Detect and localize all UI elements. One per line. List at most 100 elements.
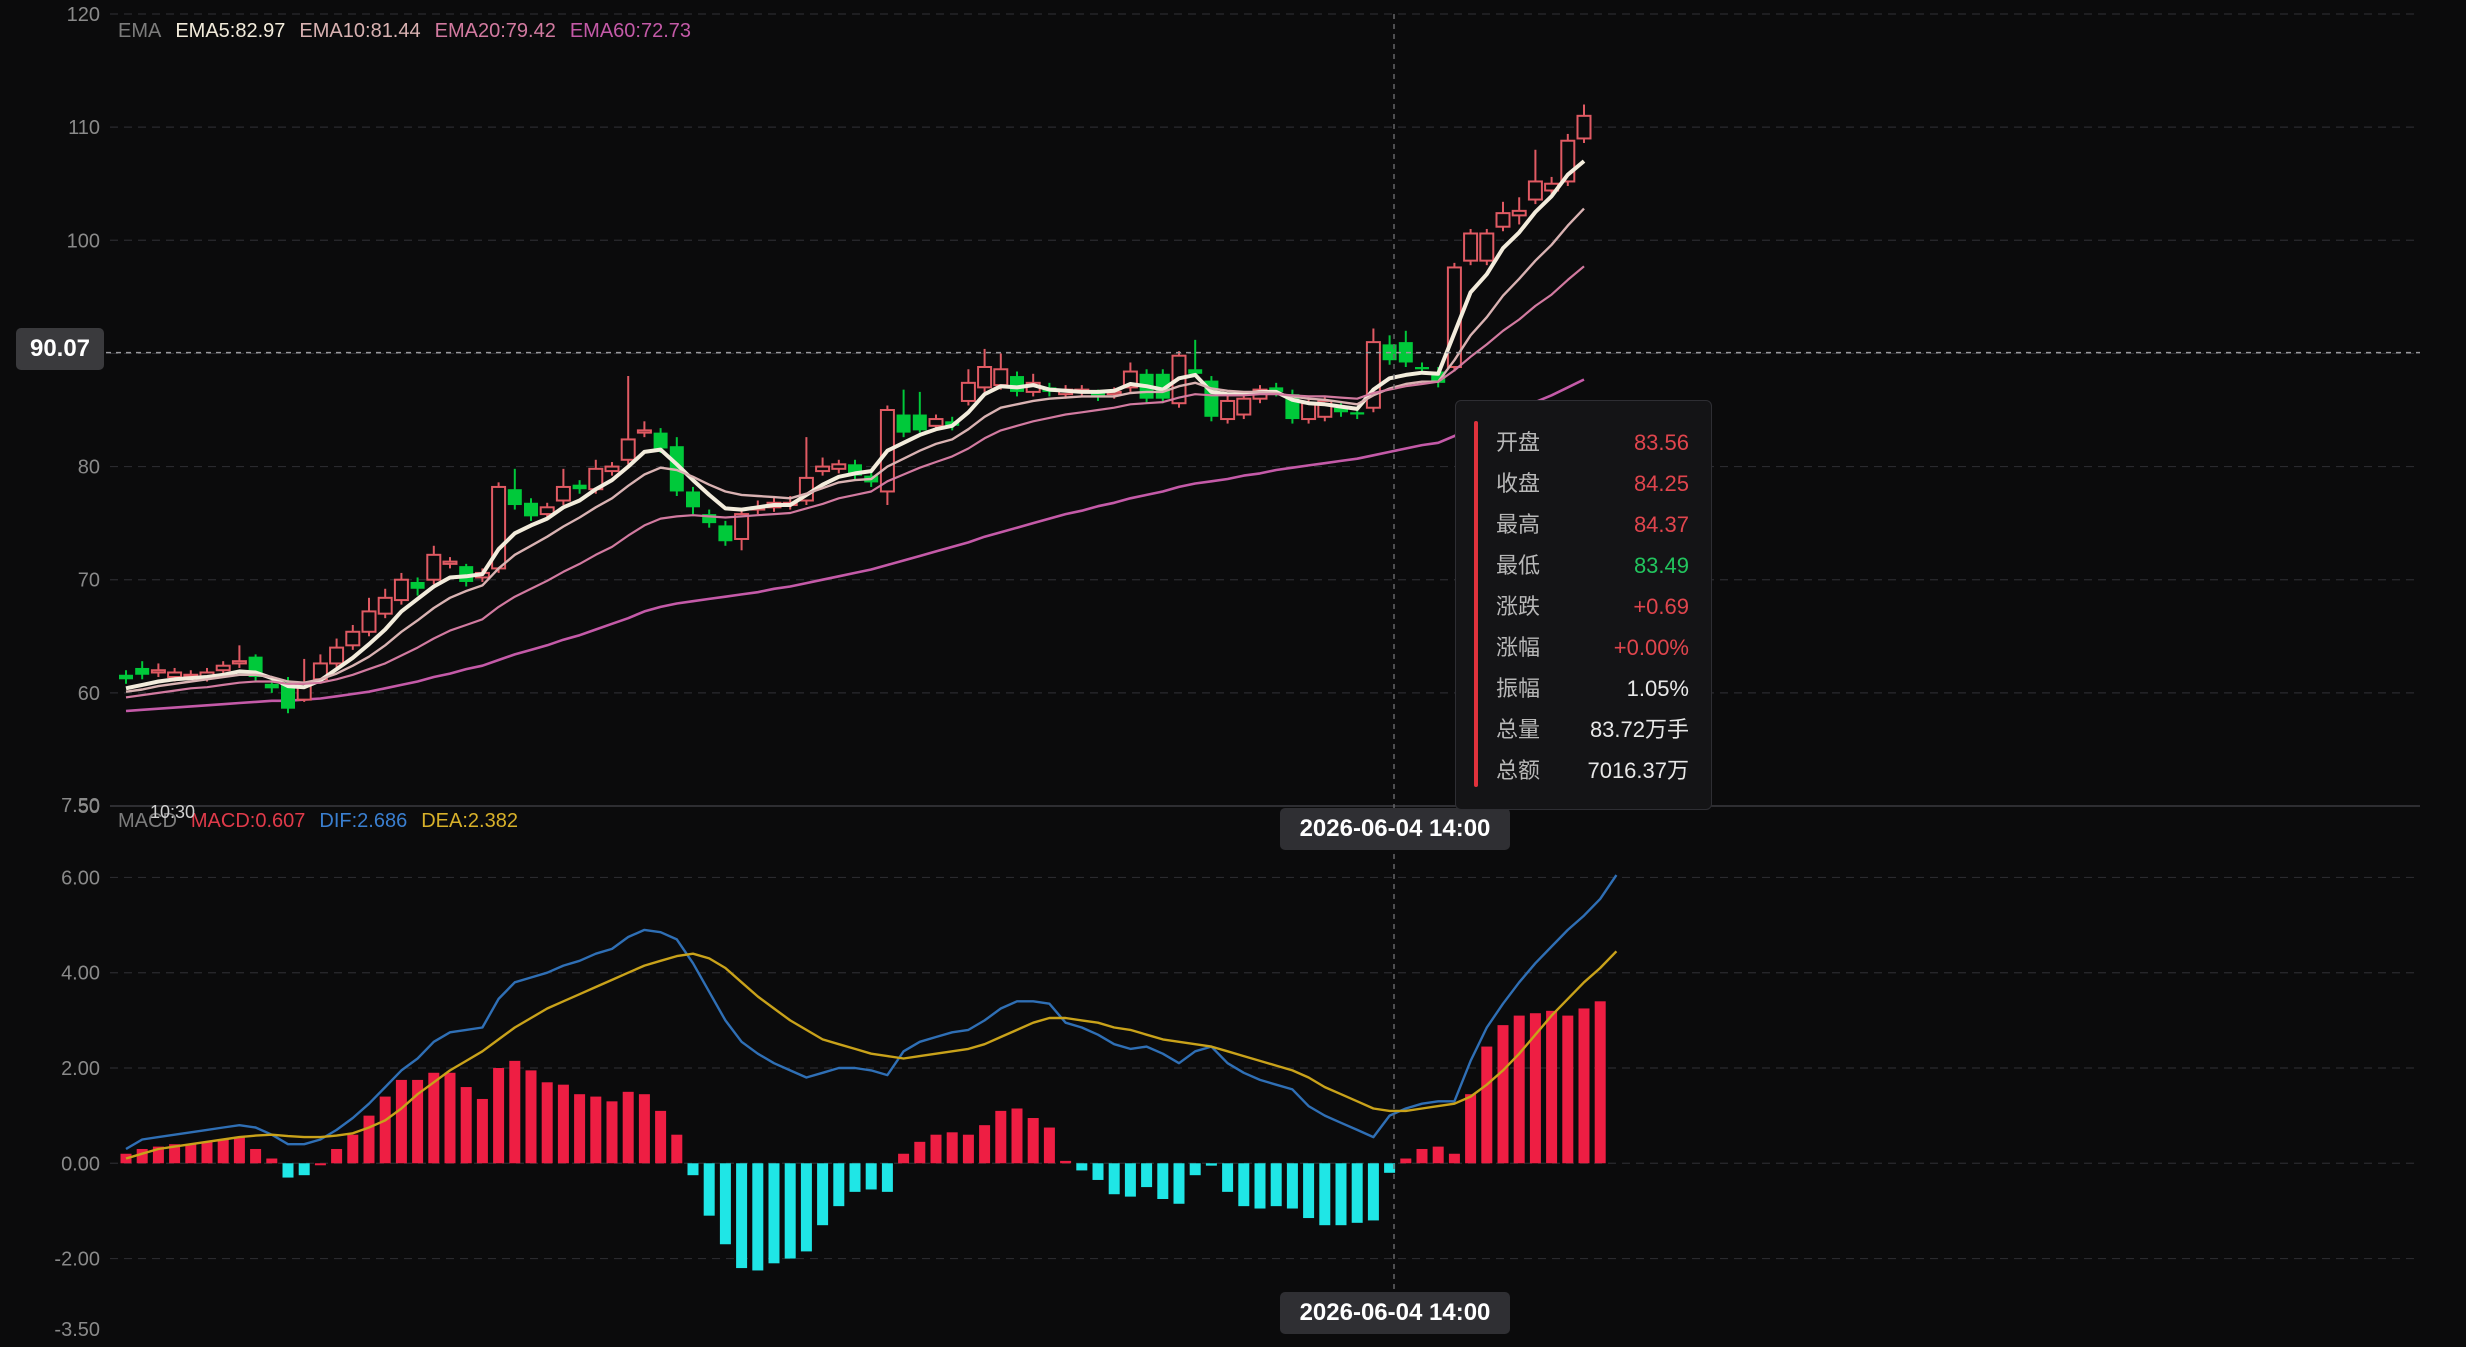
macd-histogram-bar xyxy=(233,1137,245,1164)
price-axis-tick: 120 xyxy=(67,4,100,26)
macd-histogram-bar xyxy=(1367,1163,1379,1221)
macd-histogram-bar xyxy=(1173,1163,1185,1204)
macd-histogram-bar xyxy=(1448,1153,1460,1164)
macd-histogram-bar xyxy=(1092,1163,1104,1180)
candle-body-down xyxy=(135,667,150,675)
candle-body-up xyxy=(231,660,247,665)
tooltip-row: 涨幅 +0.00% xyxy=(1496,628,1689,668)
ema10-legend-value: EMA10:81.44 xyxy=(299,20,421,42)
tooltip-row-label: 收盘 xyxy=(1496,471,1541,496)
macd-histogram-bar xyxy=(1465,1094,1477,1164)
macd-histogram-bar xyxy=(460,1087,472,1164)
macd-histogram-bar xyxy=(282,1163,294,1178)
tooltip-row-label: 涨跌 xyxy=(1496,594,1541,619)
candle-body-down xyxy=(264,683,279,689)
macd-histogram-bar xyxy=(590,1096,602,1164)
price-axis-tick: 100 xyxy=(67,230,100,252)
candle-body-up xyxy=(167,671,183,679)
macd-histogram-bar xyxy=(314,1163,326,1166)
candle-body-up xyxy=(977,366,993,389)
macd-histogram-bar xyxy=(849,1163,861,1192)
macd-histogram-bar xyxy=(1060,1160,1072,1164)
candle-body-down xyxy=(1415,367,1429,370)
macd-histogram-bar xyxy=(444,1072,456,1164)
ema10-line xyxy=(125,207,1585,693)
macd-histogram-bar xyxy=(1076,1163,1088,1171)
candle-body-up xyxy=(636,429,652,434)
candle-body-up xyxy=(993,368,1009,387)
macd-histogram-bar xyxy=(606,1101,618,1164)
macd-histogram-bar xyxy=(1108,1163,1120,1195)
macd-histogram-bar xyxy=(914,1141,926,1164)
macd-axis-tick: 0.00 xyxy=(61,1153,100,1175)
macd-axis-tick: 7.50 xyxy=(61,795,100,817)
macd-histogram-bar xyxy=(298,1163,310,1176)
macd-histogram-bar xyxy=(250,1148,262,1164)
tooltip-row-value: 83.49 xyxy=(1633,553,1689,578)
macd-histogram-bar xyxy=(1238,1163,1250,1207)
tooltip-row-label: 涨幅 xyxy=(1496,635,1541,660)
macd-histogram-bar xyxy=(898,1153,910,1164)
macd-histogram-bar xyxy=(768,1163,780,1264)
ema20-legend-value: EMA20:79.42 xyxy=(434,20,556,42)
tooltip-row-label: 最低 xyxy=(1496,553,1541,578)
macd-histogram-bar xyxy=(476,1098,488,1164)
candle-body-up xyxy=(1495,212,1511,228)
macd-histogram-bar xyxy=(557,1084,569,1164)
macd-axis-tick: -2.00 xyxy=(54,1249,100,1271)
price-axis-tick: 110 xyxy=(68,117,100,139)
macd-histogram-bar xyxy=(1141,1163,1153,1188)
macd-histogram-bar xyxy=(1416,1148,1428,1164)
candle-body-up xyxy=(815,465,831,473)
candle-body-down xyxy=(848,464,862,476)
macd-histogram-bar xyxy=(395,1079,407,1164)
macd-histogram-bar xyxy=(169,1144,181,1164)
candle-body-down xyxy=(507,489,522,506)
macd-histogram-bar xyxy=(1286,1163,1298,1209)
candle-body-up xyxy=(1511,209,1527,217)
tooltip-row-label: 最高 xyxy=(1496,512,1541,537)
candle-body-up xyxy=(555,485,571,502)
dea-legend-value: DEA:2.382 xyxy=(421,810,518,832)
candle-body-up xyxy=(329,646,345,665)
tooltip-row: 总额 7016.37万 xyxy=(1496,751,1689,791)
tooltip-row-label: 开盘 xyxy=(1496,430,1541,455)
candle-body-down xyxy=(1350,412,1365,415)
tooltip-row-label: 总额 xyxy=(1496,758,1541,783)
macd-histogram-bar xyxy=(1594,1001,1606,1164)
tooltip-row-value: 7016.37万 xyxy=(1587,758,1689,783)
price-axis-tick: 70 xyxy=(78,570,100,592)
tooltip-row-value: 83.72万手 xyxy=(1589,717,1689,742)
macd-histogram-bar xyxy=(1011,1108,1023,1164)
ema5-legend-value: EMA5:82.97 xyxy=(175,20,286,42)
macd-histogram-bar xyxy=(136,1148,148,1164)
macd-histogram-bar xyxy=(1351,1163,1363,1223)
candle-body-up xyxy=(539,506,555,516)
macd-histogram-bar xyxy=(201,1141,213,1164)
candle-body-up xyxy=(1463,232,1479,262)
tooltip-row: 最高 84.37 xyxy=(1496,505,1689,545)
crosshair-time-label-top: 2026-06-04 14:00 xyxy=(1280,808,1510,850)
macd-histogram-bar xyxy=(930,1134,942,1164)
ohlc-tooltip: 开盘 83.56 收盘 84.25 最高 84.37 最低 83.49 涨跌 +0.69 涨幅 +0.… xyxy=(1455,400,1712,810)
candle-body-down xyxy=(1398,342,1413,363)
candle-body-down xyxy=(572,484,587,490)
macd-histogram-bar xyxy=(1513,1015,1525,1164)
macd-histogram-bar xyxy=(363,1115,375,1164)
macd-histogram-bar xyxy=(185,1144,197,1164)
ema60-line xyxy=(125,378,1585,713)
candle-body-down xyxy=(1188,369,1203,374)
ema5-line xyxy=(125,159,1586,691)
macd-axis-tick: 2.00 xyxy=(61,1058,100,1080)
candle-body-up xyxy=(1527,180,1543,201)
tooltip-row-value: +0.00% xyxy=(1613,635,1689,660)
macd-histogram-bar xyxy=(266,1158,278,1164)
macd-histogram-bar xyxy=(1027,1118,1039,1164)
candle-body-up xyxy=(928,418,944,427)
tooltip-row-label: 振幅 xyxy=(1496,676,1541,701)
macd-histogram-bar xyxy=(428,1072,440,1164)
tooltip-row: 总量 83.72万手 xyxy=(1496,710,1689,750)
candle-body-up xyxy=(1576,114,1592,140)
candle-body-up xyxy=(215,664,231,672)
